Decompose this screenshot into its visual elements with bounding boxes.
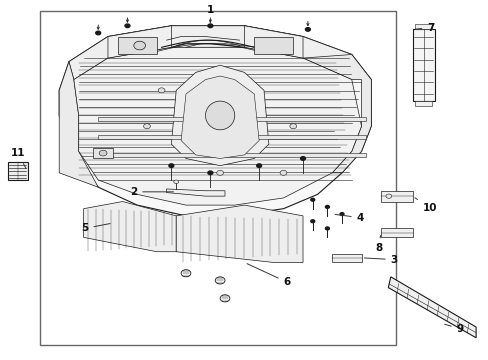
Circle shape <box>158 88 164 93</box>
Text: 4: 4 <box>334 213 363 222</box>
Polygon shape <box>171 65 268 166</box>
Circle shape <box>143 124 150 129</box>
Polygon shape <box>59 62 98 187</box>
Bar <box>380 191 412 202</box>
Text: 1: 1 <box>206 5 214 23</box>
Circle shape <box>173 180 178 184</box>
Bar <box>254 37 293 54</box>
Circle shape <box>181 270 190 277</box>
Text: 6: 6 <box>246 264 290 287</box>
Circle shape <box>220 295 229 302</box>
Circle shape <box>207 171 212 175</box>
Polygon shape <box>74 47 361 205</box>
Circle shape <box>216 170 223 175</box>
Circle shape <box>215 277 224 284</box>
Circle shape <box>305 28 310 31</box>
Circle shape <box>99 150 107 156</box>
Polygon shape <box>303 54 370 173</box>
Polygon shape <box>387 277 475 338</box>
Bar <box>331 253 361 262</box>
Circle shape <box>207 24 212 28</box>
Circle shape <box>256 164 261 167</box>
Bar <box>98 135 366 139</box>
Text: 2: 2 <box>130 187 173 197</box>
Ellipse shape <box>205 101 234 130</box>
Polygon shape <box>108 26 171 58</box>
Bar <box>98 153 366 157</box>
Polygon shape <box>244 26 303 58</box>
Circle shape <box>385 194 391 198</box>
Circle shape <box>310 198 314 201</box>
Circle shape <box>325 227 329 230</box>
Bar <box>40 12 395 345</box>
Polygon shape <box>176 205 303 262</box>
Polygon shape <box>166 189 224 196</box>
Circle shape <box>134 41 145 50</box>
Circle shape <box>168 164 173 167</box>
Bar <box>98 117 366 121</box>
Polygon shape <box>59 26 370 216</box>
Bar <box>412 30 434 101</box>
Text: 10: 10 <box>414 198 436 213</box>
Circle shape <box>300 157 305 160</box>
Text: 3: 3 <box>364 255 397 265</box>
Bar <box>118 37 157 54</box>
Circle shape <box>289 124 296 129</box>
Polygon shape <box>69 26 351 80</box>
Text: 9: 9 <box>444 324 463 334</box>
Text: 11: 11 <box>10 148 26 168</box>
Bar <box>8 162 27 180</box>
Text: 5: 5 <box>81 224 110 233</box>
Text: 7: 7 <box>415 23 434 33</box>
Circle shape <box>339 213 343 216</box>
Circle shape <box>310 220 314 223</box>
Bar <box>414 101 431 107</box>
Text: 8: 8 <box>374 235 382 253</box>
Circle shape <box>96 31 101 35</box>
Circle shape <box>325 206 329 208</box>
Circle shape <box>125 24 130 28</box>
Circle shape <box>280 170 286 175</box>
Polygon shape <box>181 76 259 158</box>
Bar <box>93 148 113 158</box>
Polygon shape <box>83 202 176 252</box>
Bar <box>380 228 412 237</box>
Bar <box>414 24 431 30</box>
